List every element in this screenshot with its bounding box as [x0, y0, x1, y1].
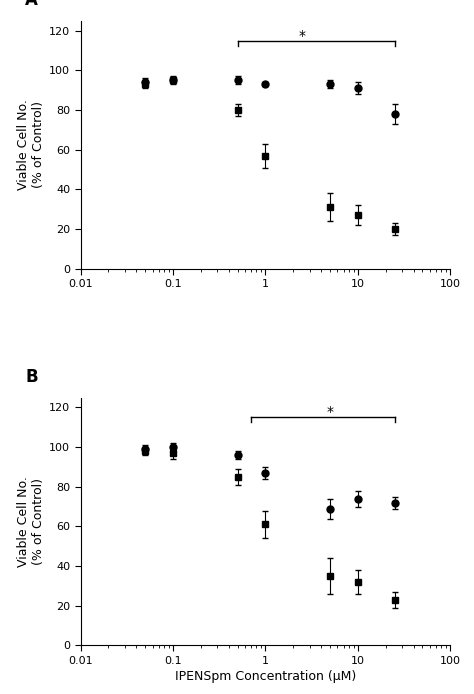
Text: B: B	[25, 368, 38, 386]
Text: *: *	[327, 405, 334, 419]
Text: A: A	[25, 0, 38, 9]
Y-axis label: Viable Cell No.
(% of Control): Viable Cell No. (% of Control)	[17, 476, 45, 567]
Y-axis label: Viable Cell No.
(% of Control): Viable Cell No. (% of Control)	[17, 99, 45, 190]
X-axis label: IPENSpm Concentration (μM): IPENSpm Concentration (μM)	[175, 670, 356, 683]
Text: *: *	[299, 28, 306, 43]
